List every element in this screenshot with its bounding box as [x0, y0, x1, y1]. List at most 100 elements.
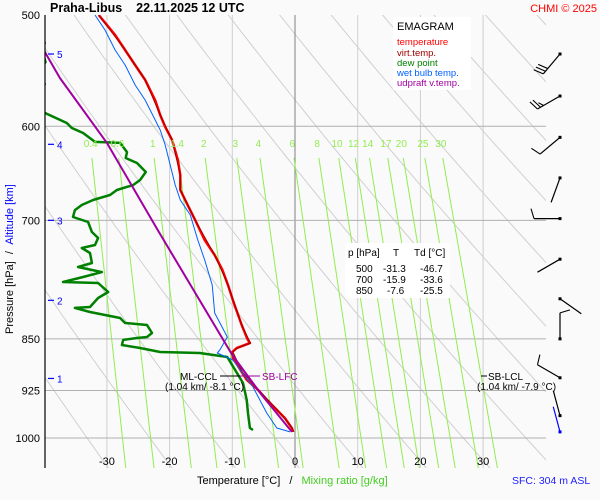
- mixing-ratio-line: [387, 157, 440, 468]
- y-axis-title: Pressure [hPa] / Altitude [km]: [4, 184, 16, 334]
- mixing-ratio-label: 20: [396, 139, 408, 150]
- wind-barb-flag: [538, 102, 544, 107]
- mixing-ratio-line: [177, 157, 218, 468]
- wind-barb-flag: [529, 101, 538, 110]
- wind-barb-flag: [537, 63, 549, 70]
- wind-barb-station-dot: [558, 337, 562, 341]
- mixing-ratio-line: [293, 157, 340, 468]
- wind-barb: [550, 176, 562, 203]
- mixing-ratio-label: 10: [331, 139, 343, 150]
- altitude-tick-label: 2: [57, 296, 63, 307]
- pressure-tick-label: 1000: [16, 433, 40, 445]
- series-temperature: [97, 15, 295, 433]
- wind-barb-flag: [532, 99, 541, 108]
- summary-table: p [hPa] T Td [°C] 500 -31.3 -46.7 700 -1…: [345, 243, 450, 298]
- wind-barb-staff: [559, 298, 582, 315]
- wind-barb-station-dot: [558, 176, 562, 180]
- wind-barb-station-dot: [558, 257, 562, 261]
- ml-ccl-label: ML-CCL: [180, 372, 218, 383]
- table-row-500-td: -46.7: [420, 264, 443, 275]
- sb-lfc-label: SB-LFC: [262, 372, 298, 383]
- dry-adiabat: [45, 47, 364, 468]
- mixing-ratio-label: 1.4: [170, 139, 184, 150]
- legend: EMAGRAM temperature virt.temp. dew point…: [393, 17, 471, 90]
- wind-barb-flag: [559, 309, 571, 314]
- temperature-tick-label: 30: [477, 456, 489, 468]
- wind-barb-flag: [536, 354, 541, 365]
- wind-barb-staff: [552, 406, 561, 433]
- mixing-ratio-label: 25: [417, 139, 429, 150]
- table-row-850-p: 850: [356, 286, 373, 297]
- y-axis-title-pressure: Pressure [hPa]: [4, 261, 16, 334]
- mixing-ratio-line: [354, 157, 405, 468]
- temperature-tick-label: 20: [414, 456, 426, 468]
- legend-item-wet-bulb: wet bulb temp.: [396, 68, 459, 79]
- wind-barb-staff: [550, 177, 561, 203]
- altitude-tick-label: 4: [57, 140, 63, 151]
- x-axis-title-temperature: Temperature [°C]: [197, 475, 280, 487]
- x-axis-title-sep: /: [289, 475, 293, 487]
- mixing-ratio-label: 6: [290, 139, 296, 150]
- dry-adiabat: [45, 289, 173, 468]
- wind-barb: [533, 52, 562, 75]
- mixing-ratio-label: 30: [435, 139, 447, 150]
- altitude-tick-label: 3: [57, 216, 63, 227]
- mixing-ratio-label: 2: [201, 139, 207, 150]
- legend-item-virt-temp: virt.temp.: [397, 48, 436, 59]
- y-axis-title-sep: /: [4, 250, 16, 254]
- pressure-tick-label: 700: [22, 215, 40, 227]
- wind-barb-flag: [533, 69, 544, 75]
- table-row-850-td: -25.5: [420, 286, 443, 297]
- copyright: CHMI © 2025: [530, 3, 597, 15]
- wind-barb-station-dot: [558, 430, 562, 434]
- table-row-500-p: 500: [356, 264, 373, 275]
- dry-adiabat: [124, 15, 491, 468]
- table-header-t: T: [393, 248, 399, 259]
- mixing-ratio-line: [153, 157, 192, 468]
- annotations: ML-CCL (1.04 km/ -8.1 °C) SB-LFC SB-LCL …: [165, 372, 556, 393]
- dry-adiabat: [381, 15, 546, 202]
- sb-lcl-label: SB-LCL: [488, 372, 523, 383]
- dry-adiabat: [45, 124, 300, 468]
- chart-title: Praha-Libus 22.11.2025 12 UTC: [50, 1, 245, 15]
- mixing-ratio-label: 12: [348, 139, 360, 150]
- wind-barb: [529, 94, 562, 110]
- table-row-700-t: -15.9: [383, 275, 406, 286]
- wind-barb: [531, 135, 562, 155]
- wind-barb-staff: [537, 258, 561, 273]
- wind-barb-station-dot: [558, 414, 562, 418]
- wind-barb-staff: [552, 390, 561, 416]
- wind-barb-staff: [537, 95, 561, 110]
- legend-item-updraft: udpraft v.temp.: [397, 78, 460, 89]
- dry-adiabat: [73, 15, 428, 468]
- wind-barb-station-dot: [558, 217, 562, 221]
- table-row-700-td: -33.6: [420, 275, 443, 286]
- temperature-tick-label: -10: [224, 456, 240, 468]
- wind-barb-staff: [539, 136, 561, 155]
- dry-adiabat: [433, 15, 546, 142]
- mixing-ratio-line: [442, 157, 498, 468]
- mixing-ratio-line: [259, 157, 304, 468]
- table-row-850-t: -7.6: [387, 286, 405, 297]
- mixing-ratio-line: [369, 157, 420, 468]
- wind-barb-staff: [542, 53, 561, 75]
- table-header-td: Td [°C]: [414, 248, 445, 259]
- mixing-ratio-label: 3: [232, 139, 238, 150]
- y-axis-title-altitude: Altitude [km]: [4, 184, 16, 245]
- wind-barb-station-dot: [558, 135, 562, 139]
- dry-adiabat: [279, 15, 546, 328]
- wind-barb: [537, 257, 562, 273]
- pressure-tick-label: 850: [22, 334, 40, 346]
- wind-barb-station-dot: [558, 52, 562, 56]
- axes: 0.4 0.6 1 1.4 2 3 4 6 8 10 12 14 17 20 25 3050060070085…: [16, 10, 490, 468]
- pressure-tick-label: 925: [22, 385, 40, 397]
- series-layer: [45, 15, 295, 433]
- wind-barb-station-dot: [558, 94, 562, 98]
- mixing-ratio-label: 0.4: [84, 139, 98, 150]
- surface-height: SFC: 304 m ASL: [512, 475, 590, 487]
- dry-adiabat: [45, 205, 237, 468]
- mixing-ratio-label: 14: [362, 139, 374, 150]
- mixing-ratio-label: 8: [314, 139, 320, 150]
- mixing-ratio-line: [338, 157, 388, 468]
